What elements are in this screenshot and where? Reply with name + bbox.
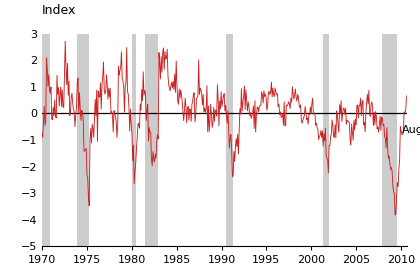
Text: Index: Index	[42, 4, 76, 17]
Bar	[132, 34, 136, 246]
Bar	[77, 34, 89, 246]
Bar	[323, 34, 328, 246]
Bar	[40, 34, 50, 246]
Text: Aug: Aug	[402, 125, 420, 135]
Bar	[383, 34, 396, 246]
Bar	[145, 34, 158, 246]
Bar	[226, 34, 233, 246]
